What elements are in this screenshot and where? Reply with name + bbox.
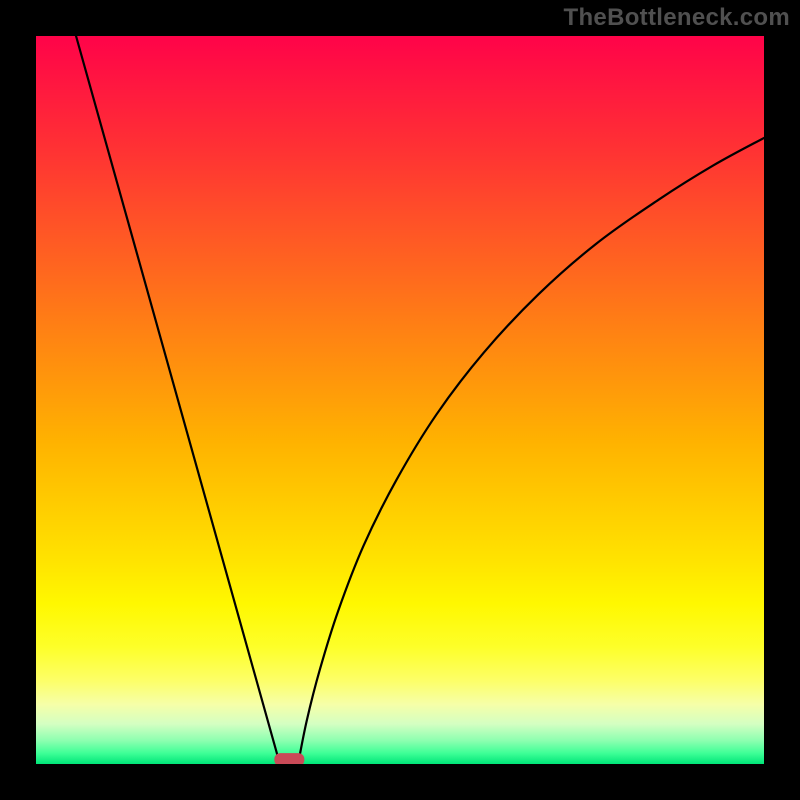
border-bottom [0,764,800,800]
border-right [764,0,800,800]
gradient-background [36,36,764,764]
border-left [0,0,36,800]
watermark-text: TheBottleneck.com [564,4,790,32]
bottleneck-chart [0,0,800,800]
